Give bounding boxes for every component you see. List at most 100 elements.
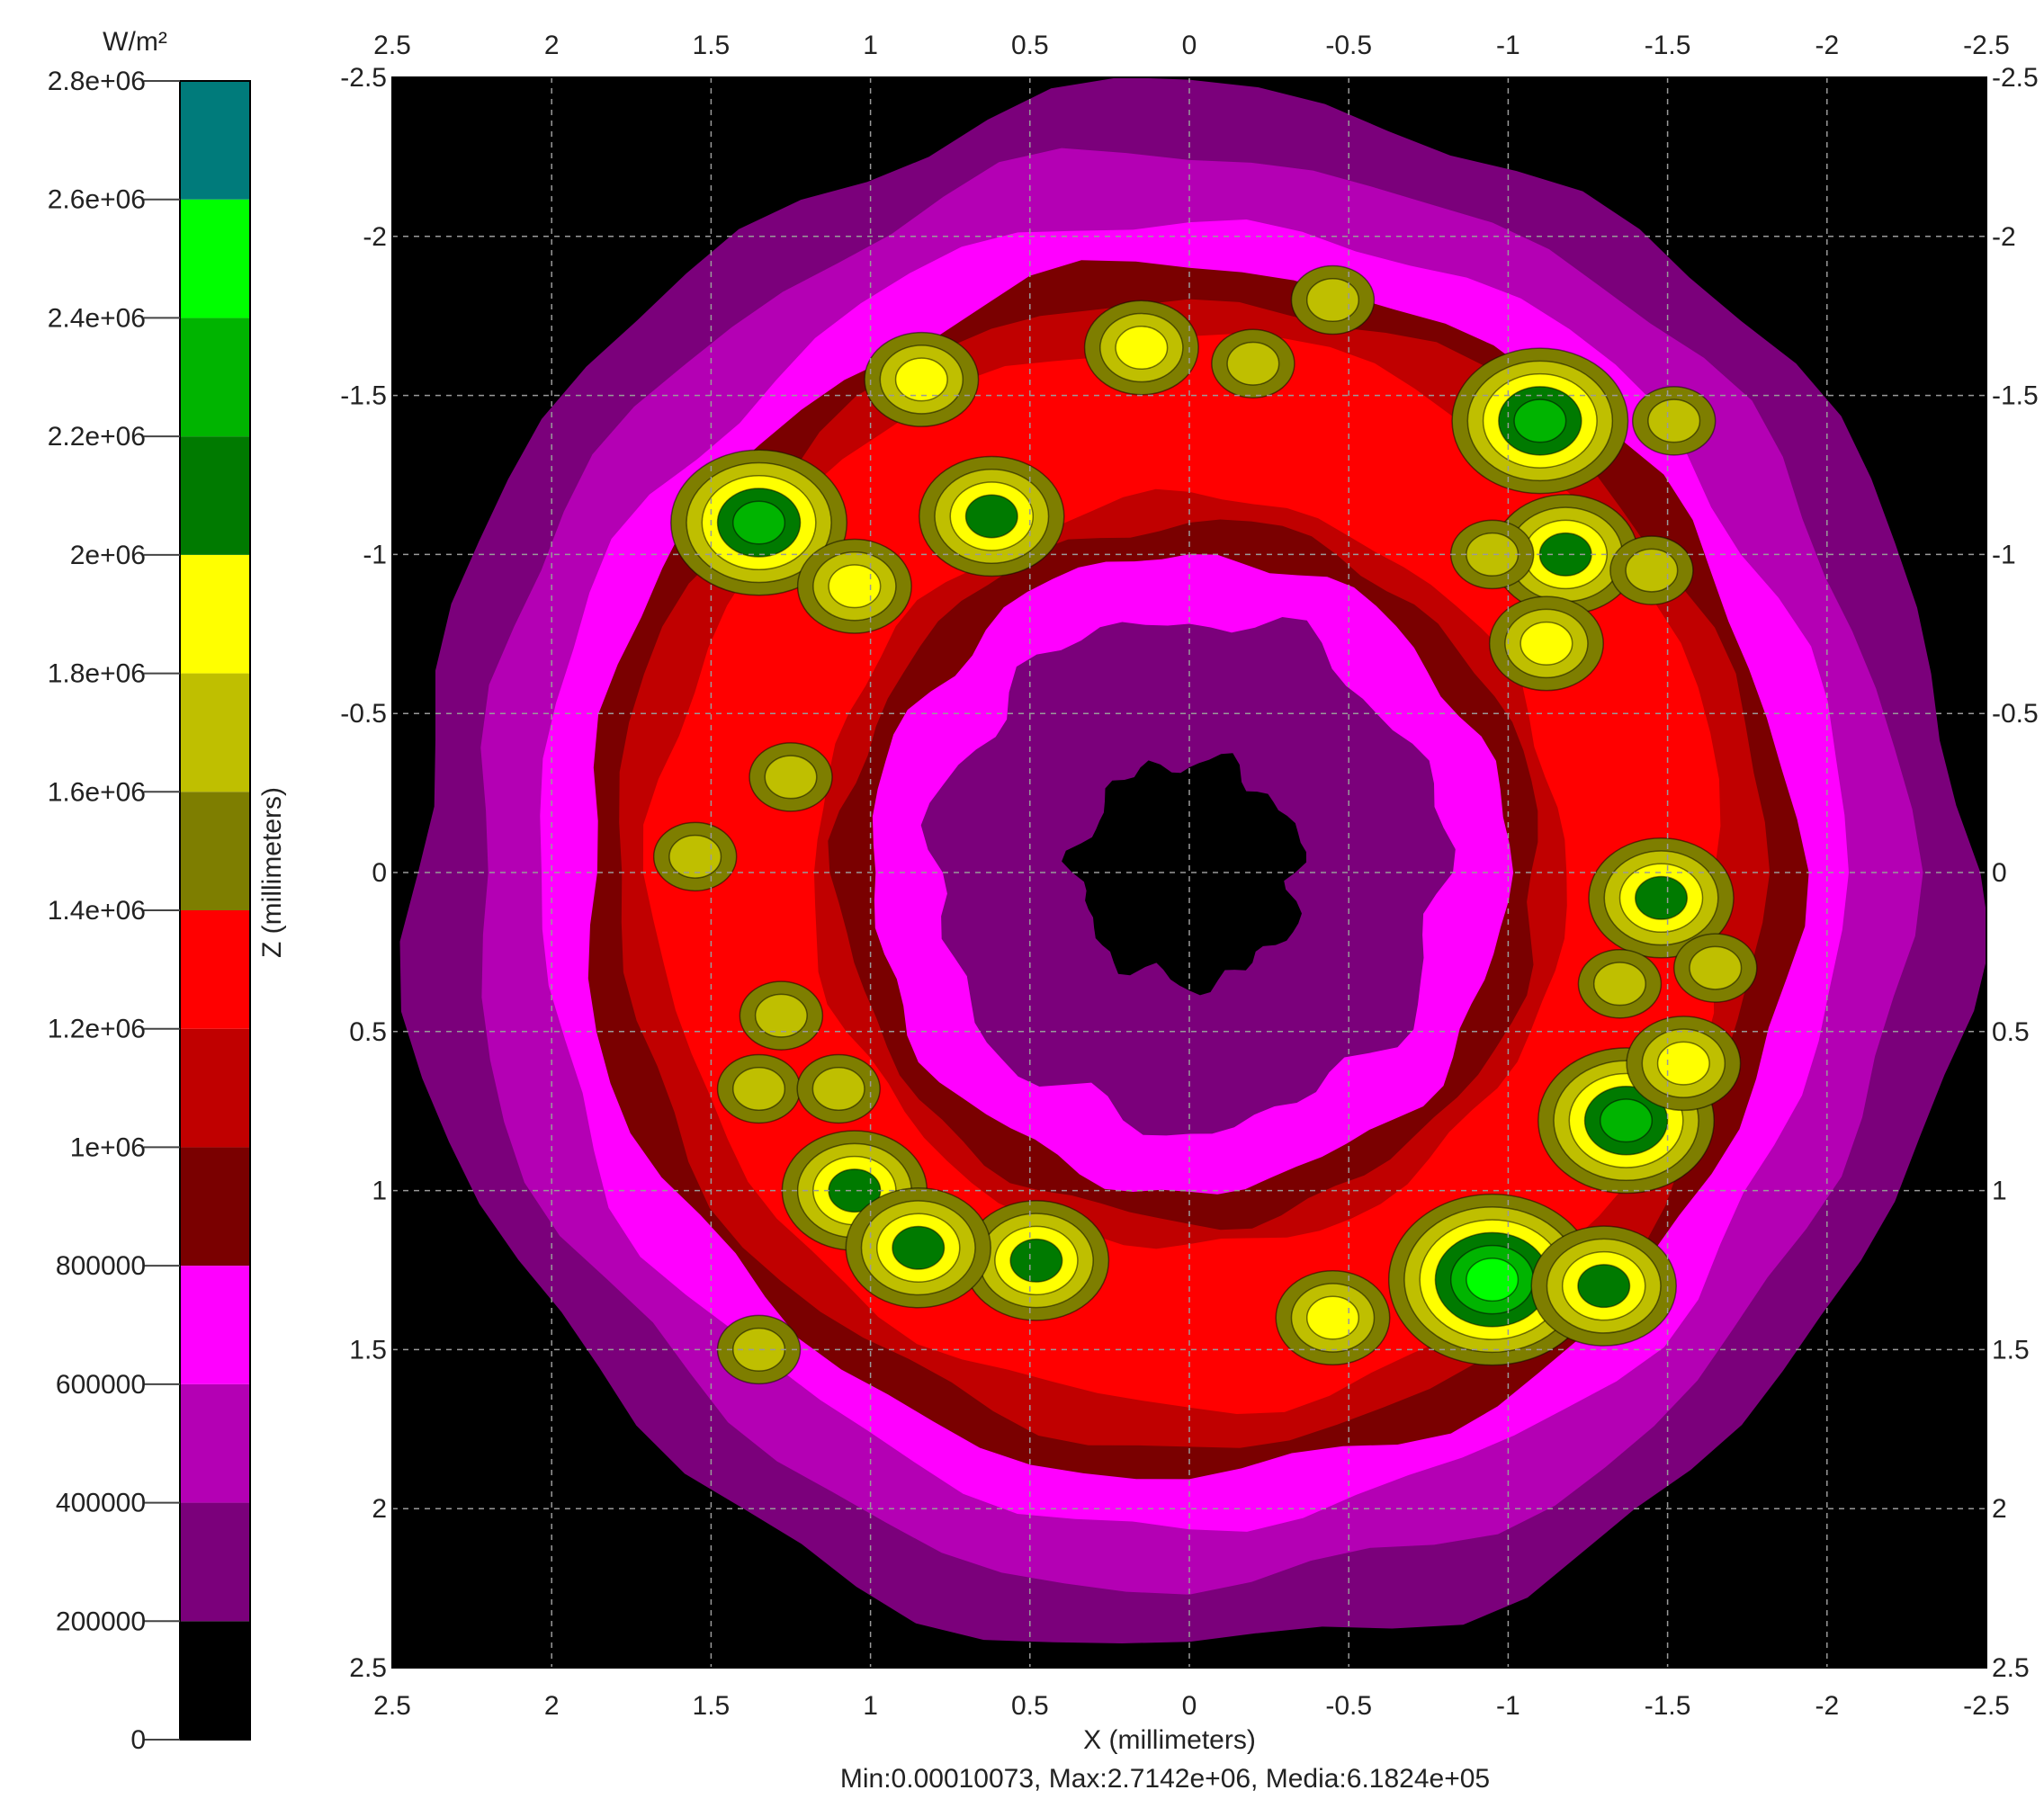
hot-spot [716,1314,802,1385]
colorbar-tick-label: 1.4e+06 [48,896,146,926]
hot-spot-contour [1600,1098,1654,1143]
colorbar-tick-label: 0 [130,1725,146,1755]
hot-spot-contour [828,564,882,609]
colorbar-swatch-11 [180,318,250,437]
z-tick-label-right: 0.5 [1992,1017,2030,1047]
colorbar-swatch-9 [180,554,250,674]
hot-spot [781,1130,928,1251]
z-tick-label-left: 2 [372,1494,387,1524]
x-tick-label-top: 0 [1182,31,1197,60]
colorbar-tick-label: 800000 [56,1251,146,1281]
hot-spot [1488,595,1604,692]
z-tick-label-right: -0.5 [1992,699,2039,729]
colorbar-swatch-13 [180,81,250,200]
hot-spot [739,980,824,1051]
x-tick-label-top: 1 [863,31,878,60]
hot-spot [1631,386,1717,456]
hot-spot-contour [892,1225,946,1270]
colorbar-tick-label: 2.2e+06 [48,422,146,452]
plot-area [391,76,1987,1669]
z-tick-label-left: -0.5 [340,699,387,729]
hot-spot [1211,328,1295,398]
hot-spot [749,742,833,812]
hot-spot [1451,347,1629,495]
z-tick-label-left: -1.5 [340,381,387,411]
colorbar-tick-label: 200000 [56,1607,146,1636]
z-tick-label-left: 1.5 [349,1335,387,1365]
plot-border [391,76,1987,1669]
colorbar-swatch-12 [180,199,250,318]
x-tick-label-top: -0.5 [1325,31,1372,60]
z-tick-label-left: 2.5 [349,1653,387,1683]
hot-spot-contour [1466,1258,1520,1302]
hot-spot [845,1186,992,1309]
colorbar: W/m² 0 200000 400000 600000 800000 1e+06 1.2e+… [48,27,251,1755]
hot-spot [1530,1225,1677,1347]
hot-spot-contour [764,755,818,800]
colorbar-tick-label: 1.6e+06 [48,777,146,807]
z-tick-label-right: 2.5 [1992,1653,2030,1683]
z-axis-label: Z (millimeters) [257,787,287,958]
hot-spot [1588,837,1735,959]
colorbar-swatch-5 [180,1028,250,1148]
hot-spot [1673,933,1758,1003]
hot-spot [864,331,980,427]
z-tick-label-left: -2 [363,222,387,252]
colorbar-tick-label: 1e+06 [70,1132,146,1162]
hot-spot [796,538,912,634]
colorbar-swatch-4 [180,1147,250,1266]
colorbar-swatch-3 [180,1266,250,1384]
x-tick-label-top: 2.5 [373,31,411,60]
colorbar-tick-label: 2.8e+06 [48,67,146,96]
x-tick-label-top: 0.5 [1011,31,1049,60]
colorbar-tick-label: 1.8e+06 [48,659,146,689]
hot-spot-contour [1656,1041,1710,1086]
hot-spot-contour [964,494,1018,539]
colorbar-tick-label: 2.6e+06 [48,185,146,215]
x-tick-label-bottom: 0 [1182,1691,1197,1721]
hot-spot-contour [1305,278,1359,323]
colorbar-swatch-2 [180,1383,250,1503]
hot-spot [1609,535,1694,605]
hot-spot-contour [754,993,808,1038]
x-tick-label-bottom: -1 [1496,1691,1520,1721]
x-axis-label: X (millimeters) [1083,1725,1256,1755]
z-tick-label-left: 1 [372,1177,387,1206]
hot-spot-contour [1226,341,1280,386]
hot-spot [716,1053,802,1124]
hot-spot-contour [1625,548,1679,593]
colorbar-tick-label: 400000 [56,1489,146,1518]
z-tick-label-right: 1.5 [1992,1335,2030,1365]
hot-spot-contour [894,357,948,402]
x-tick-label-bottom: 2 [544,1691,560,1721]
hot-spot [1083,300,1199,396]
hot-spot-contour [1647,398,1701,443]
hot-spot [1626,1016,1742,1112]
hot-spot-contour [1635,875,1689,920]
x-tick-label-bottom: -1.5 [1645,1691,1691,1721]
colorbar-ticks: 0 200000 400000 600000 800000 1e+06 1.2e+06 1.4… [48,67,180,1755]
hot-spot-contour [668,834,722,879]
hot-spot [963,1200,1110,1321]
colorbar-tick-label: 1.2e+06 [48,1015,146,1044]
x-axis-ticks: 2.5 2.5 2 2 1.5 1.5 1 1 0.5 0.5 0 0 -0.5 -0.5 -1 -1 -1.5… [373,31,2010,1721]
x-tick-label-top: 2 [544,31,560,60]
colorbar-swatch-8 [180,673,250,792]
z-tick-label-left: 0 [372,858,387,888]
hot-spot [1290,264,1376,336]
ring-level-6 [642,334,1721,1414]
colorbar-unit-label: W/m² [103,27,167,57]
x-tick-label-bottom: 2.5 [373,1691,411,1721]
z-tick-label-left: 0.5 [349,1017,387,1047]
hot-spot-contour [1520,621,1573,666]
z-tick-label-right: 2 [1992,1494,2007,1524]
hot-spot-contour [1689,945,1743,990]
hot-spot-contour [1592,962,1646,1007]
colorbar-tick-label: 2e+06 [70,541,146,570]
hot-spot [652,821,738,892]
hot-spot-contour [1577,1264,1631,1309]
hot-spot [1275,1270,1391,1366]
hot-spot [919,455,1065,577]
colorbar-tick-label: 600000 [56,1370,146,1400]
